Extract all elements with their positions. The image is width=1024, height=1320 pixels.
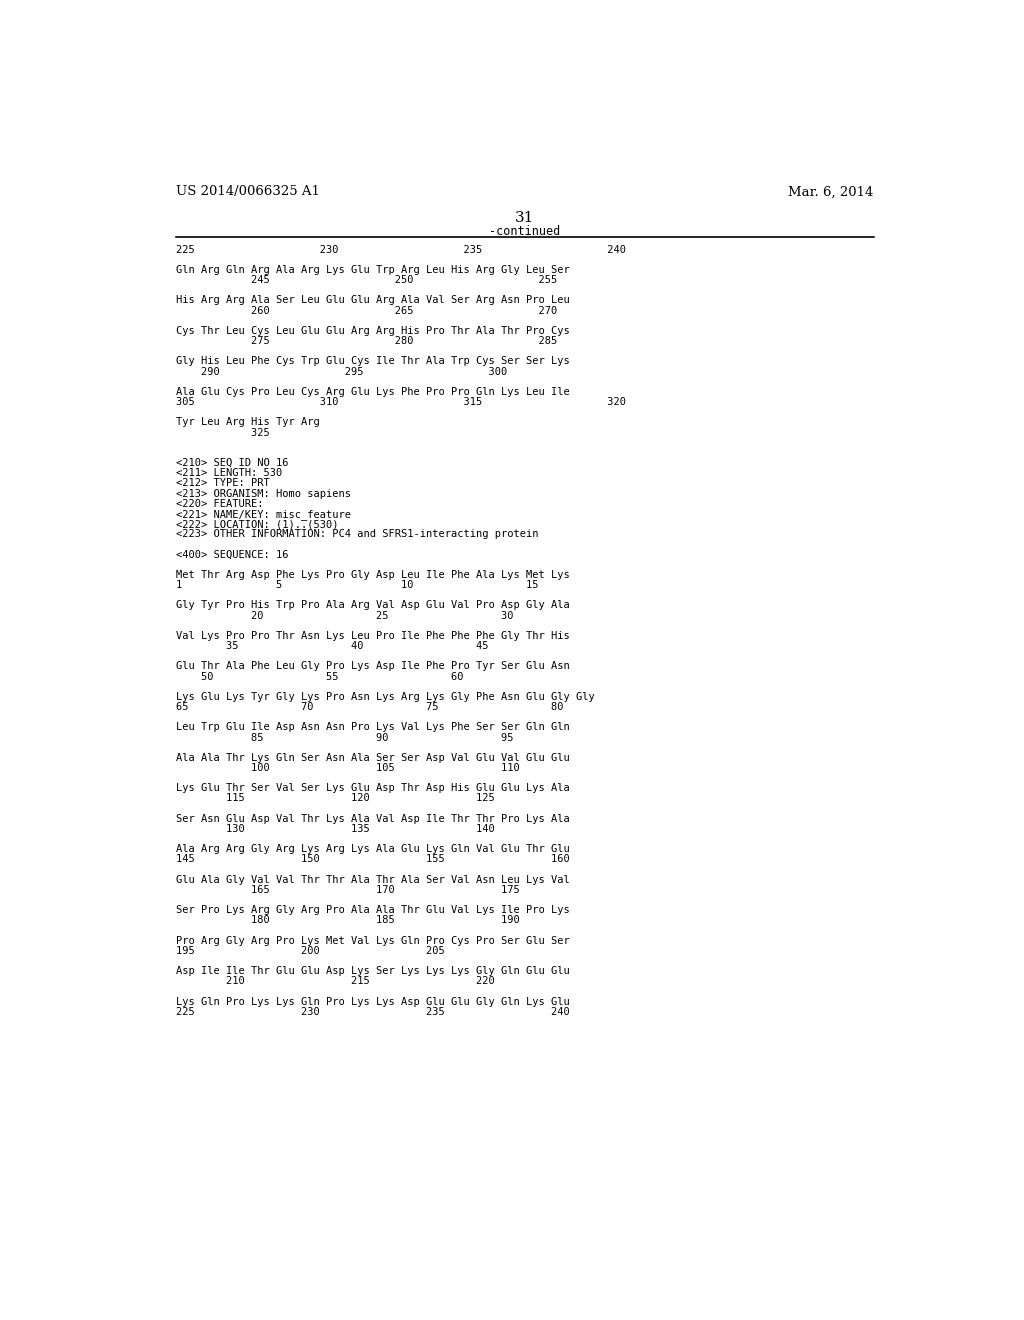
Text: 145                 150                 155                 160: 145 150 155 160 — [176, 854, 569, 865]
Text: Cys Thr Leu Cys Leu Glu Glu Arg Arg His Pro Thr Ala Thr Pro Cys: Cys Thr Leu Cys Leu Glu Glu Arg Arg His … — [176, 326, 569, 337]
Text: 65                  70                  75                  80: 65 70 75 80 — [176, 702, 563, 711]
Text: Mar. 6, 2014: Mar. 6, 2014 — [788, 185, 873, 198]
Text: Pro Arg Gly Arg Pro Lys Met Val Lys Gln Pro Cys Pro Ser Glu Ser: Pro Arg Gly Arg Pro Lys Met Val Lys Gln … — [176, 936, 569, 946]
Text: <213> ORGANISM: Homo sapiens: <213> ORGANISM: Homo sapiens — [176, 488, 351, 499]
Text: 260                    265                    270: 260 265 270 — [176, 306, 557, 315]
Text: 100                 105                 110: 100 105 110 — [176, 763, 520, 774]
Text: Ala Arg Arg Gly Arg Lys Arg Lys Ala Glu Lys Gln Val Glu Thr Glu: Ala Arg Arg Gly Arg Lys Arg Lys Ala Glu … — [176, 845, 569, 854]
Text: 165                 170                 175: 165 170 175 — [176, 884, 520, 895]
Text: US 2014/0066325 A1: US 2014/0066325 A1 — [176, 185, 319, 198]
Text: 225                    230                    235                    240: 225 230 235 240 — [176, 244, 626, 255]
Text: <221> NAME/KEY: misc_feature: <221> NAME/KEY: misc_feature — [176, 510, 351, 520]
Text: 305                    310                    315                    320: 305 310 315 320 — [176, 397, 626, 407]
Text: Lys Gln Pro Lys Lys Gln Pro Lys Lys Asp Glu Glu Gly Gln Lys Glu: Lys Gln Pro Lys Lys Gln Pro Lys Lys Asp … — [176, 997, 569, 1007]
Text: <222> LOCATION: (1)..(530): <222> LOCATION: (1)..(530) — [176, 519, 339, 529]
Text: <220> FEATURE:: <220> FEATURE: — [176, 499, 263, 508]
Text: Gly His Leu Phe Cys Trp Glu Cys Ile Thr Ala Trp Cys Ser Ser Lys: Gly His Leu Phe Cys Trp Glu Cys Ile Thr … — [176, 356, 569, 367]
Text: Gln Arg Gln Arg Ala Arg Lys Glu Trp Arg Leu His Arg Gly Leu Ser: Gln Arg Gln Arg Ala Arg Lys Glu Trp Arg … — [176, 265, 569, 275]
Text: Val Lys Pro Pro Thr Asn Lys Leu Pro Ile Phe Phe Phe Gly Thr His: Val Lys Pro Pro Thr Asn Lys Leu Pro Ile … — [176, 631, 569, 642]
Text: Ser Pro Lys Arg Gly Arg Pro Ala Ala Thr Glu Val Lys Ile Pro Lys: Ser Pro Lys Arg Gly Arg Pro Ala Ala Thr … — [176, 906, 569, 915]
Text: Lys Glu Thr Ser Val Ser Lys Glu Asp Thr Asp His Glu Glu Lys Ala: Lys Glu Thr Ser Val Ser Lys Glu Asp Thr … — [176, 783, 569, 793]
Text: 290                    295                    300: 290 295 300 — [176, 367, 507, 376]
Text: Ala Glu Cys Pro Leu Cys Arg Glu Lys Phe Pro Pro Gln Lys Leu Ile: Ala Glu Cys Pro Leu Cys Arg Glu Lys Phe … — [176, 387, 569, 397]
Text: Gly Tyr Pro His Trp Pro Ala Arg Val Asp Glu Val Pro Asp Gly Ala: Gly Tyr Pro His Trp Pro Ala Arg Val Asp … — [176, 601, 569, 610]
Text: 31: 31 — [515, 211, 535, 224]
Text: <223> OTHER INFORMATION: PC4 and SFRS1-interacting protein: <223> OTHER INFORMATION: PC4 and SFRS1-i… — [176, 529, 539, 540]
Text: 20                  25                  30: 20 25 30 — [176, 611, 514, 620]
Text: -continued: -continued — [489, 226, 560, 239]
Text: Ser Asn Glu Asp Val Thr Lys Ala Val Asp Ile Thr Thr Pro Lys Ala: Ser Asn Glu Asp Val Thr Lys Ala Val Asp … — [176, 814, 569, 824]
Text: 180                 185                 190: 180 185 190 — [176, 916, 520, 925]
Text: Tyr Leu Arg His Tyr Arg: Tyr Leu Arg His Tyr Arg — [176, 417, 319, 428]
Text: <210> SEQ ID NO 16: <210> SEQ ID NO 16 — [176, 458, 289, 469]
Text: 50                  55                  60: 50 55 60 — [176, 672, 464, 681]
Text: <212> TYPE: PRT: <212> TYPE: PRT — [176, 478, 269, 488]
Text: His Arg Arg Ala Ser Leu Glu Glu Arg Ala Val Ser Arg Asn Pro Leu: His Arg Arg Ala Ser Leu Glu Glu Arg Ala … — [176, 296, 569, 305]
Text: 130                 135                 140: 130 135 140 — [176, 824, 495, 834]
Text: Lys Glu Lys Tyr Gly Lys Pro Asn Lys Arg Lys Gly Phe Asn Glu Gly Gly: Lys Glu Lys Tyr Gly Lys Pro Asn Lys Arg … — [176, 692, 595, 702]
Text: 1               5                   10                  15: 1 5 10 15 — [176, 579, 539, 590]
Text: 275                    280                    285: 275 280 285 — [176, 337, 557, 346]
Text: 245                    250                    255: 245 250 255 — [176, 275, 557, 285]
Text: Ala Ala Thr Lys Gln Ser Asn Ala Ser Ser Asp Val Glu Val Glu Glu: Ala Ala Thr Lys Gln Ser Asn Ala Ser Ser … — [176, 752, 569, 763]
Text: <211> LENGTH: 530: <211> LENGTH: 530 — [176, 469, 283, 478]
Text: Glu Ala Gly Val Val Thr Thr Ala Thr Ala Ser Val Asn Leu Lys Val: Glu Ala Gly Val Val Thr Thr Ala Thr Ala … — [176, 875, 569, 884]
Text: Asp Ile Ile Thr Glu Glu Asp Lys Ser Lys Lys Lys Gly Gln Glu Glu: Asp Ile Ile Thr Glu Glu Asp Lys Ser Lys … — [176, 966, 569, 977]
Text: 35                  40                  45: 35 40 45 — [176, 642, 488, 651]
Text: 210                 215                 220: 210 215 220 — [176, 977, 495, 986]
Text: Leu Trp Glu Ile Asp Asn Asn Pro Lys Val Lys Phe Ser Ser Gln Gln: Leu Trp Glu Ile Asp Asn Asn Pro Lys Val … — [176, 722, 569, 733]
Text: 225                 230                 235                 240: 225 230 235 240 — [176, 1007, 569, 1016]
Text: 85                  90                  95: 85 90 95 — [176, 733, 514, 743]
Text: 195                 200                 205: 195 200 205 — [176, 946, 444, 956]
Text: 115                 120                 125: 115 120 125 — [176, 793, 495, 804]
Text: 325: 325 — [176, 428, 269, 438]
Text: Glu Thr Ala Phe Leu Gly Pro Lys Asp Ile Phe Pro Tyr Ser Glu Asn: Glu Thr Ala Phe Leu Gly Pro Lys Asp Ile … — [176, 661, 569, 672]
Text: Met Thr Arg Asp Phe Lys Pro Gly Asp Leu Ile Phe Ala Lys Met Lys: Met Thr Arg Asp Phe Lys Pro Gly Asp Leu … — [176, 570, 569, 579]
Text: <400> SEQUENCE: 16: <400> SEQUENCE: 16 — [176, 549, 289, 560]
